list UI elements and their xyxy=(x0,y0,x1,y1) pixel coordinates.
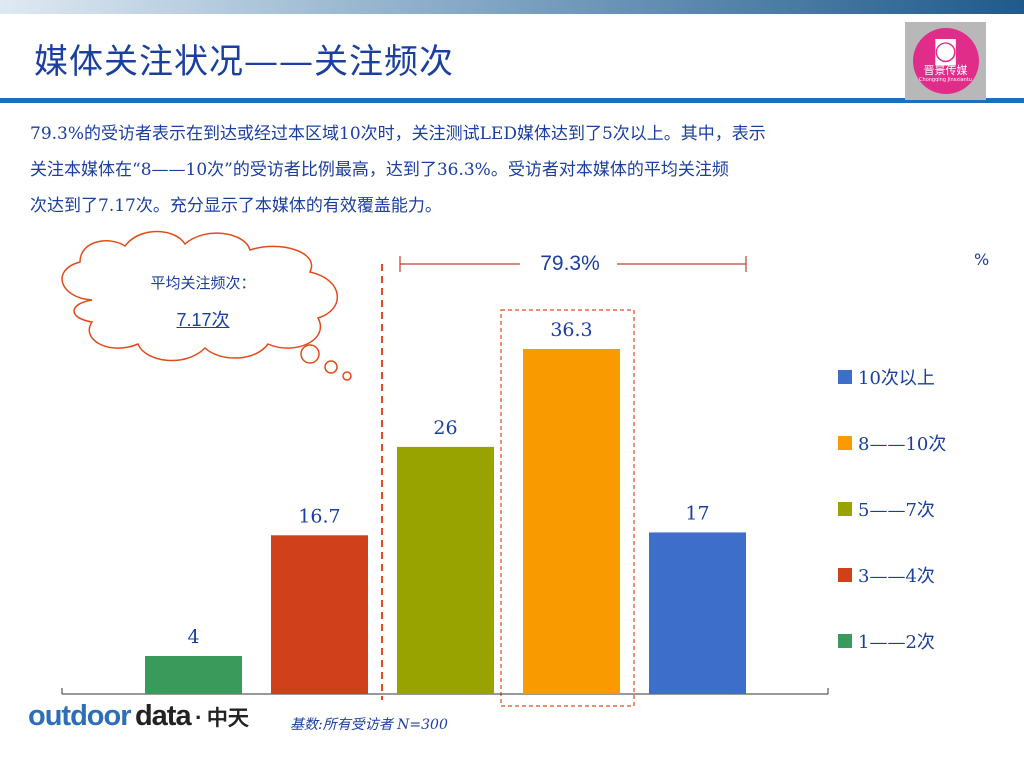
legend-label: 8——10次 xyxy=(858,433,947,455)
logo-outdoor: outdoor xyxy=(28,700,132,732)
legend-item: 5——7次 xyxy=(838,492,946,525)
bars-group xyxy=(145,349,746,694)
legend-swatch xyxy=(838,501,852,516)
bar-1 xyxy=(145,655,242,694)
legend-item: 8——10次 xyxy=(838,426,946,459)
outdoor-data-logo: outdoor data · 中天 xyxy=(28,700,249,740)
summary-text: 79.3%的受访者表示在到达或经过本区域10次时，关注测试LED媒体达到了5次以… xyxy=(30,116,990,224)
legend-item: 3——4次 xyxy=(838,558,946,591)
logo-dot: · xyxy=(195,705,203,730)
brand-logo: ◙ 晋景传媒 Chongqing Jinsxiantu xyxy=(905,22,986,100)
unit-label: % xyxy=(974,250,990,269)
bar-2 xyxy=(271,535,368,694)
callout-cloud xyxy=(61,230,352,381)
brand-logo-disc: ◙ 晋景传媒 Chongqing Jinsxiantu xyxy=(912,28,979,94)
summary-line: 关注本媒体在“8——10次”的受访者比例最高，达到了36.3%。受访者对本媒体的… xyxy=(30,160,729,180)
legend-item: 1——2次 xyxy=(838,624,946,657)
bar-value-label: 26 xyxy=(433,417,457,439)
callout-value-wrap: 7.17次 xyxy=(118,306,288,332)
logo-zhongtian: 中天 xyxy=(206,706,249,730)
legend: 10次以上 8——10次 5——7次 3——4次 1——2次 xyxy=(838,360,946,690)
summary-line: 次达到了7.17次。充分显示了本媒体的有效覆盖能力。 xyxy=(30,196,442,216)
title-rule xyxy=(0,98,1024,103)
bracket-label: 79.3% xyxy=(540,252,600,275)
bar-value-label: 4 xyxy=(187,626,199,648)
bar-value-label: 36.3 xyxy=(550,319,592,341)
brand-logo-mark-icon: ◙ xyxy=(932,36,959,66)
bar-value-label: 17 xyxy=(685,502,709,524)
bar-4 xyxy=(523,349,620,694)
bar-labels-group: 4 16.7 26 36.3 17 xyxy=(187,319,709,648)
highlight-box xyxy=(500,309,635,707)
callout-label: 平均关注频次： xyxy=(150,274,256,292)
legend-label: 5——7次 xyxy=(858,499,935,521)
bar-5 xyxy=(649,532,746,694)
bracket-79 xyxy=(399,256,747,272)
legend-label: 3——4次 xyxy=(858,565,935,587)
brand-logo-cn: 晋景传媒 xyxy=(923,64,968,77)
legend-item: 10次以上 xyxy=(838,360,946,393)
legend-label: 10次以上 xyxy=(858,367,935,389)
page-title: 媒体关注状况——关注频次 xyxy=(34,42,454,82)
base-note: 基数:所有受访者 N=300 xyxy=(290,717,448,733)
bar-value-label: 16.7 xyxy=(298,505,340,527)
legend-swatch xyxy=(838,369,852,384)
legend-label: 1——2次 xyxy=(858,631,935,653)
callout-value: 7.17次 xyxy=(176,310,230,330)
logo-data: data xyxy=(134,700,192,732)
brand-logo-en: Chongqing Jinsxiantu xyxy=(919,77,972,83)
summary-line: 79.3%的受访者表示在到达或经过本区域10次时，关注测试LED媒体达到了5次以… xyxy=(30,124,766,144)
legend-swatch xyxy=(838,633,852,648)
bar-3 xyxy=(397,446,494,694)
legend-swatch xyxy=(838,435,852,450)
top-band xyxy=(0,0,1024,14)
legend-swatch xyxy=(838,567,852,582)
